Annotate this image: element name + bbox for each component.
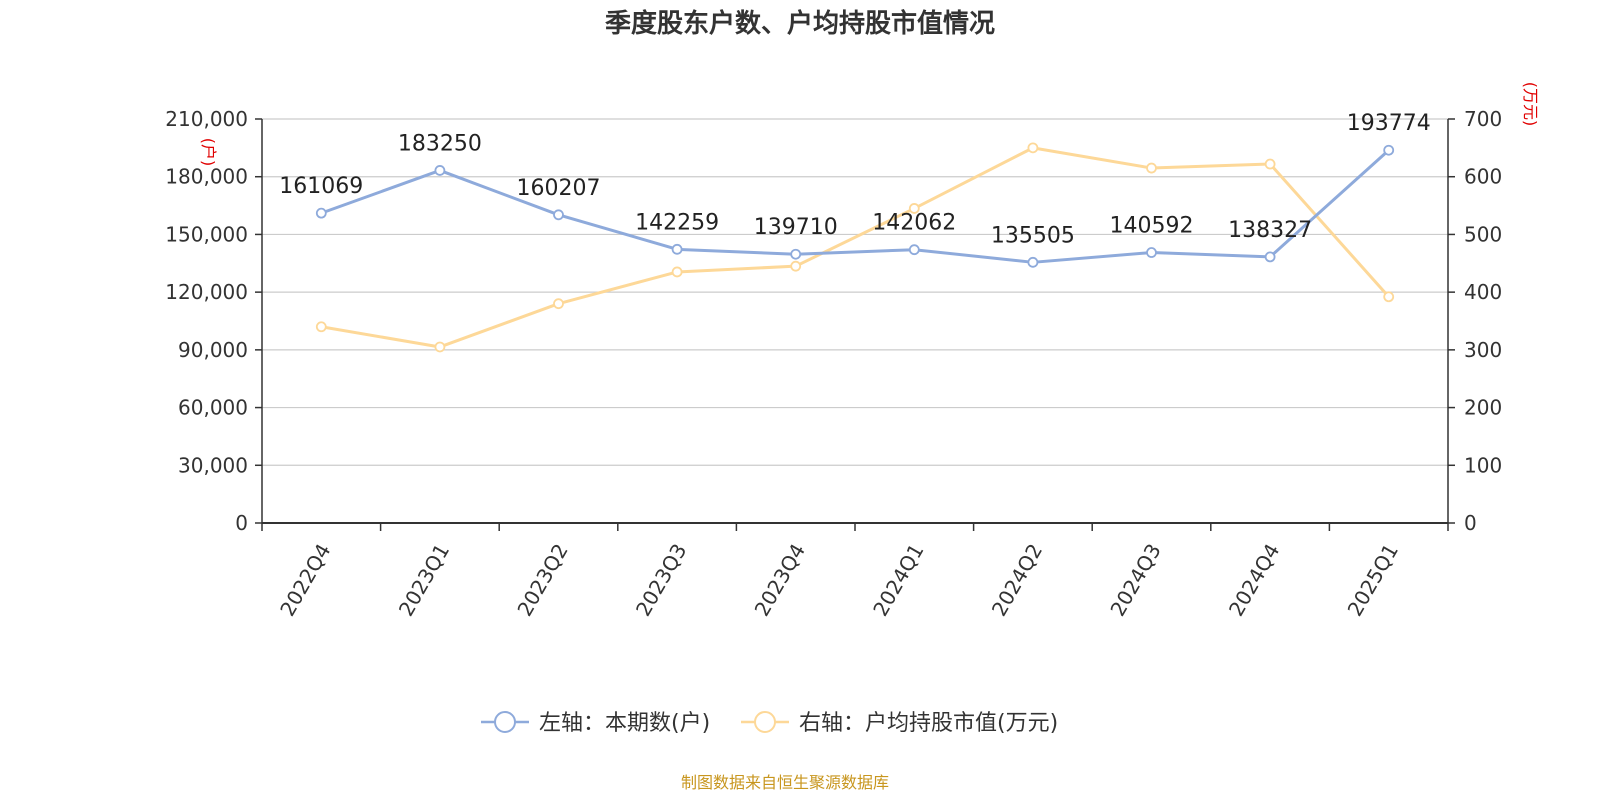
x-axis-tick-label: 2024Q4 bbox=[1224, 540, 1284, 621]
right-axis-tick-label: 700 bbox=[1464, 107, 1502, 131]
left-axis-unit: (户) bbox=[199, 138, 218, 167]
series-point-1 bbox=[1146, 162, 1157, 174]
legend-item-avg-value[interactable]: 右轴：户均持股市值(万元) bbox=[741, 711, 1058, 736]
series-point-1 bbox=[1027, 142, 1039, 154]
x-axis-tick-label: 2023Q3 bbox=[631, 540, 691, 621]
chart-title: 季度股东户数、户均持股市值情况 bbox=[605, 8, 995, 39]
series-line-1 bbox=[321, 146, 1390, 349]
right-axis-tick-label: 600 bbox=[1464, 165, 1502, 189]
x-axis-tick-label: 2024Q2 bbox=[987, 540, 1047, 621]
series-point-0 bbox=[908, 244, 920, 256]
left-axis-tick-label: 90,000 bbox=[178, 338, 248, 362]
series-point-1 bbox=[553, 298, 564, 310]
right-axis-tick-label: 0 bbox=[1464, 511, 1477, 535]
series bbox=[315, 142, 1395, 353]
source-note: 制图数据来自恒生聚源数据库 bbox=[681, 773, 889, 792]
x-axis-tick-label: 2023Q1 bbox=[394, 540, 454, 621]
legend-label-holders: 左轴：本期数(户) bbox=[539, 711, 710, 736]
left-axis-tick-label: 210,000 bbox=[165, 107, 248, 131]
left-axis-tick-label: 150,000 bbox=[165, 222, 248, 246]
legend-marker-avg-value bbox=[754, 711, 776, 733]
legend-label-avg-value: 右轴：户均持股市值(万元) bbox=[799, 711, 1058, 736]
left-axis-tick-label: 120,000 bbox=[165, 280, 248, 304]
x-axis-tick-label: 2024Q1 bbox=[868, 540, 928, 621]
data-label: 183250 bbox=[398, 131, 482, 156]
series-line-0 bbox=[320, 149, 1390, 264]
x-axis-tick-label: 2025Q1 bbox=[1343, 540, 1403, 621]
legend-marker-holders bbox=[494, 711, 516, 733]
series-point-0 bbox=[790, 248, 802, 260]
data-label: 135505 bbox=[991, 223, 1075, 248]
left-axis-tick-label: 30,000 bbox=[178, 453, 248, 477]
series-point-1 bbox=[790, 260, 802, 272]
series-point-0 bbox=[1146, 247, 1157, 258]
x-axis-tick-label: 2024Q3 bbox=[1105, 540, 1165, 621]
series-point-1 bbox=[671, 266, 683, 278]
data-label: 193774 bbox=[1347, 111, 1431, 136]
legend[interactable]: 左轴：本期数(户) 右轴：户均持股市值(万元) bbox=[481, 711, 1058, 736]
right-axis-tick-label: 100 bbox=[1464, 453, 1502, 477]
data-label: 138327 bbox=[1228, 218, 1312, 243]
series-point-1 bbox=[315, 321, 327, 333]
left-axis-tick-label: 60,000 bbox=[178, 396, 248, 420]
series-point-0 bbox=[315, 207, 327, 219]
right-axis-tick-label: 400 bbox=[1464, 280, 1502, 304]
series-point-0 bbox=[1383, 144, 1395, 156]
legend-item-holders[interactable]: 左轴：本期数(户) bbox=[481, 711, 710, 736]
data-label: 142259 bbox=[635, 210, 719, 235]
x-axis-tick-label: 2023Q4 bbox=[750, 540, 810, 621]
data-label: 161069 bbox=[279, 174, 363, 199]
series-point-0 bbox=[434, 165, 446, 176]
data-label: 139710 bbox=[754, 215, 838, 240]
series-point-0 bbox=[671, 243, 683, 255]
series-point-1 bbox=[434, 341, 446, 353]
x-axis-tick-label: 2022Q4 bbox=[275, 540, 335, 621]
data-label: 160207 bbox=[517, 176, 601, 201]
right-axis-tick-label: 300 bbox=[1464, 338, 1502, 362]
data-label: 142062 bbox=[872, 211, 956, 236]
data-label: 140592 bbox=[1110, 214, 1194, 239]
series-point-1 bbox=[1264, 158, 1276, 170]
series-point-0 bbox=[1264, 251, 1276, 263]
axes: 0 30,000 60,000 90,000 120,000 150,000 180,000… bbox=[165, 107, 1502, 620]
left-axis-tick-label: 180,000 bbox=[165, 165, 248, 189]
series-point-1 bbox=[1383, 291, 1395, 303]
left-axis-tick-label: 0 bbox=[235, 511, 248, 535]
right-axis-tick-label: 500 bbox=[1464, 222, 1502, 246]
series-point-0 bbox=[1027, 256, 1039, 268]
data-labels: 161069 183250 160207 142259 139710 142062 1355… bbox=[279, 111, 1430, 248]
series-point-0 bbox=[553, 209, 564, 221]
x-axis-tick-label: 2023Q2 bbox=[512, 540, 572, 621]
right-axis-tick-label: 200 bbox=[1464, 396, 1502, 420]
series-point-1 bbox=[908, 203, 920, 214]
right-axis-unit: (万元) bbox=[1521, 82, 1540, 127]
